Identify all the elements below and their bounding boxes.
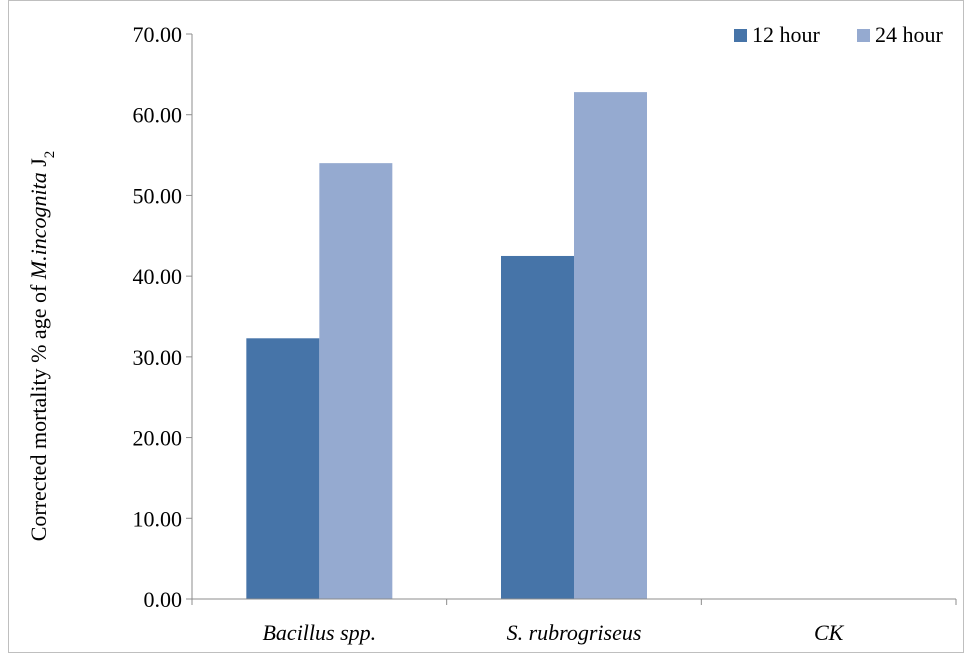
- y-tick-label: 60.00: [133, 103, 183, 128]
- bar-12-hour-1: [501, 255, 574, 599]
- legend-swatch-24-hour: [857, 29, 870, 42]
- y-axis-label-subscript: 2: [42, 151, 58, 159]
- y-tick-label: 0.00: [144, 587, 183, 612]
- legend-label: 12 hour: [752, 22, 821, 47]
- x-tick-label: Bacillus spp.: [262, 620, 376, 645]
- chart-frame: [8, 0, 964, 653]
- y-tick-label: 40.00: [133, 264, 183, 289]
- x-tick-label: S. rubrogriseus: [507, 620, 642, 645]
- svg-text:Corrected mortality % age of M: Corrected mortality % age of M.incognita…: [26, 151, 58, 542]
- y-tick-label: 20.00: [133, 426, 183, 451]
- legend-label: 24 hour: [875, 22, 944, 47]
- y-tick-label: 30.00: [133, 345, 183, 370]
- bars: [246, 92, 647, 599]
- x-axis-labels: Bacillus spp. S. rubrogriseus CK: [262, 620, 844, 645]
- bar-24-hour-1: [574, 92, 647, 599]
- x-tick-label: CK: [814, 620, 845, 645]
- y-tick-label: 50.00: [133, 183, 183, 208]
- y-axis-label-species: M.incognita: [26, 172, 51, 280]
- y-axis-label: Corrected mortality % age of M.incognita…: [26, 151, 58, 542]
- axes: [191, 34, 957, 605]
- y-axis-label-prefix: Corrected mortality % age of: [26, 279, 51, 541]
- legend: 12 hour 24 hour: [734, 22, 944, 47]
- y-axis-ticks: 0.00 10.00 20.00 30.00 40.00 50.00 60.00 70.00: [133, 22, 192, 612]
- y-tick-label: 70.00: [133, 22, 183, 47]
- bar-24-hour-0: [319, 163, 393, 599]
- bar-12-hour-0: [246, 338, 320, 599]
- y-tick-label: 10.00: [133, 506, 183, 531]
- legend-swatch-12-hour: [734, 29, 747, 42]
- y-axis-label-stage: J: [26, 158, 51, 173]
